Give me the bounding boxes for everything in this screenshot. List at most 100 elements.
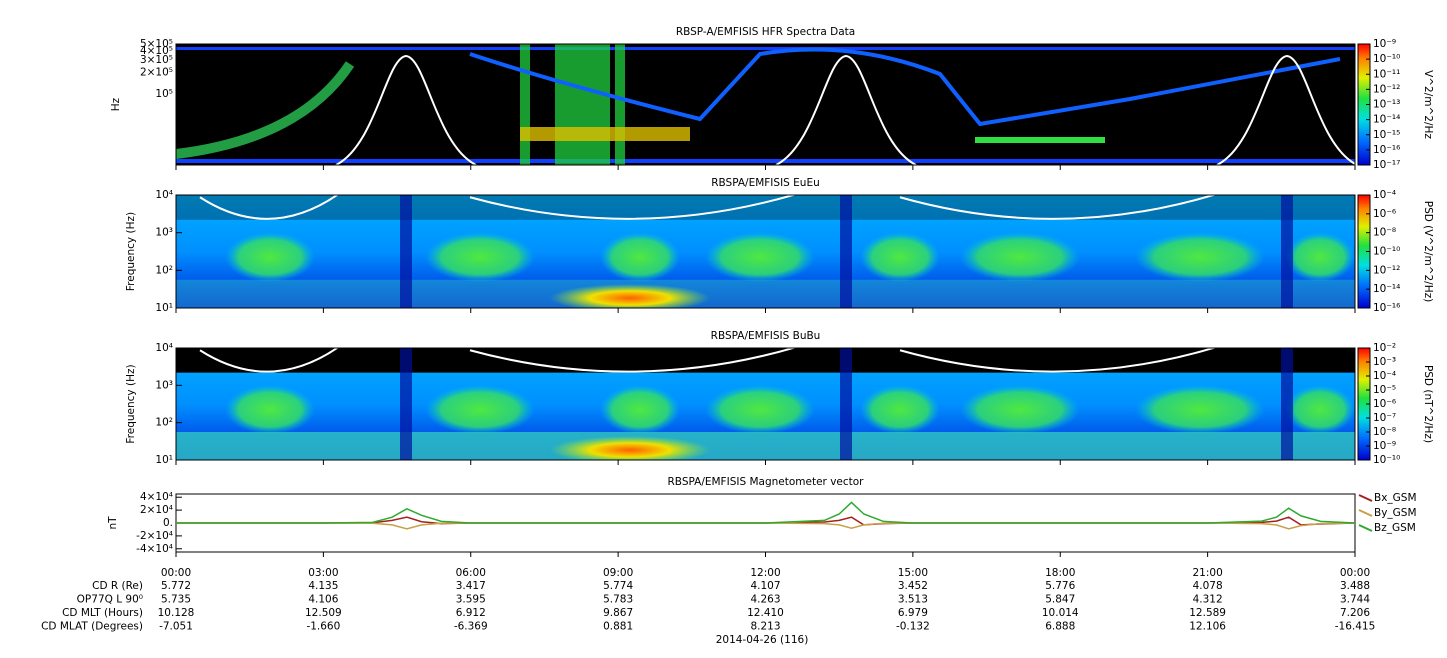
y-tick-label: 10² (155, 417, 173, 429)
colorbar-tick-label: 10⁻¹⁶ (1373, 144, 1400, 156)
ephemeris-value: 3.417 (456, 580, 486, 592)
y-axis-label: Frequency (Hz) (125, 212, 137, 291)
colorbar-tick-label: 10⁻¹⁵ (1373, 129, 1400, 141)
spectrogram-blob (600, 384, 680, 435)
spectrogram-blob (1285, 232, 1355, 283)
cyclotron-curve (469, 195, 797, 220)
ephemeris-value: 6.912 (456, 607, 486, 619)
legend-label: Bz_GSM (1374, 522, 1416, 534)
x-tick-label: 03:00 (308, 567, 338, 579)
y-tick-label: 2×10⁵ (140, 66, 173, 78)
data-line (176, 516, 1356, 526)
data-line (176, 501, 1356, 524)
panel-title: RBSPA/EMFISIS BuBu (711, 330, 821, 342)
colorbar-tick-label: 10⁻¹⁷ (1373, 159, 1400, 171)
panel-title: RBSPA/EMFISIS Magnetometer vector (668, 476, 865, 488)
ephemeris-value: -1.660 (306, 621, 340, 633)
colorbar-tick-label: 10⁻⁴ (1373, 189, 1396, 201)
spectrogram-ridge (176, 61, 355, 159)
y-axis-label: Frequency (Hz) (125, 364, 137, 443)
cyclotron-curve (899, 195, 1217, 220)
y-tick-label: 10¹ (155, 302, 173, 314)
spectrogram-blob (550, 436, 710, 460)
cyclotron-curve (199, 348, 339, 373)
ephemeris-value: 0.881 (603, 621, 633, 633)
spectrogram-blob (425, 232, 535, 283)
legend-swatch (1358, 509, 1373, 517)
colorbar-label: V^2/m^2/Hz (1422, 70, 1434, 139)
colorbar-tick-label: 10⁻¹² (1373, 83, 1400, 95)
spectrogram-blob (705, 384, 815, 435)
y-tick-label: -4×10⁴ (136, 543, 173, 555)
data-line (176, 522, 1356, 530)
colorbar-tick-label: 10⁻¹⁴ (1373, 114, 1400, 126)
spectrogram-blob (705, 232, 815, 283)
colorbar-tick-label: 10⁻⁶ (1373, 398, 1396, 410)
y-axis-label: nT (107, 516, 119, 530)
ephemeris-value: 9.867 (603, 607, 633, 619)
ephemeris-value: -6.369 (454, 621, 488, 633)
spectrogram-stripe (1281, 195, 1293, 308)
ephemeris-value: -0.132 (896, 621, 930, 633)
y-tick-label: 4×10⁵ (140, 45, 173, 57)
colorbar-label: PSD (V^2/m^2/Hz) (1422, 201, 1434, 302)
spectrogram-image (176, 44, 1355, 165)
x-tick-label: 15:00 (898, 567, 928, 579)
ephemeris-label: OP77Q L 90⁰ (77, 594, 143, 606)
spectrogram-blob (1135, 232, 1265, 283)
ephemeris-value: 5.776 (1045, 580, 1075, 592)
legend-swatch (1358, 524, 1373, 532)
y-tick-label: 10⁴ (155, 342, 173, 354)
colorbar-tick-label: 10⁻¹² (1373, 264, 1400, 276)
spectrogram-stripe (400, 348, 412, 460)
ephemeris-value: 4.312 (1193, 594, 1223, 606)
ephemeris-value: 7.206 (1340, 607, 1370, 619)
ephemeris-value: 6.979 (898, 607, 928, 619)
colorbar-tick-label: 10⁻¹⁴ (1373, 283, 1400, 295)
panel-title: RBSP-A/EMFISIS HFR Spectra Data (676, 26, 855, 38)
spectrogram-blob (600, 232, 680, 283)
spectrogram-band (176, 159, 1355, 163)
spectrogram-blob (225, 232, 315, 283)
colorbar-tick-label: 10⁻¹³ (1373, 99, 1400, 111)
spectrogram-band (176, 432, 1355, 460)
x-tick-label: 09:00 (603, 567, 633, 579)
colorbar-tick-label: 10⁻² (1373, 342, 1396, 354)
spectrogram-band (176, 47, 1355, 50)
spectrogram-background (176, 195, 1355, 220)
x-tick-label: 21:00 (1192, 567, 1222, 579)
y-axis-label: Hz (110, 97, 122, 111)
spectrogram-blob (1285, 384, 1355, 435)
ephemeris-value: 12.106 (1189, 621, 1226, 633)
panel-title: RBSPA/EMFISIS EuEu (711, 177, 820, 189)
ephemeris-value: 4.263 (750, 594, 780, 606)
y-tick-label: 10⁵ (155, 88, 173, 100)
spectrogram-stripe (400, 195, 412, 308)
colorbar-tick-label: 10⁻⁹ (1373, 38, 1396, 50)
spectrogram-stripe (840, 348, 852, 460)
x-tick-label: 18:00 (1045, 567, 1075, 579)
ephemeris-value: 10.014 (1042, 607, 1079, 619)
spectrogram-band (975, 137, 1105, 143)
y-tick-label: 3×10⁵ (140, 54, 173, 66)
spectrogram-blob (425, 384, 535, 435)
spectrogram-blob (225, 384, 315, 435)
ephemeris-value: 12.509 (305, 607, 342, 619)
cyclotron-curve (1216, 54, 1355, 165)
colorbar-tick-label: 10⁻¹⁰ (1373, 454, 1400, 466)
ephemeris-value: 3.452 (898, 580, 928, 592)
spectrogram-blob (550, 284, 710, 308)
ephemeris-value: 3.488 (1340, 580, 1370, 592)
spectrogram-stripe (555, 44, 610, 165)
ephemeris-value: 8.213 (750, 621, 780, 633)
colorbar-tick-label: 10⁻⁴ (1373, 370, 1396, 382)
legend-label: Bx_GSM (1374, 492, 1417, 504)
ephemeris-value: 4.107 (750, 580, 780, 592)
legend-swatch (1358, 494, 1373, 502)
spectrogram-blob (1135, 384, 1265, 435)
ephemeris-value: 5.783 (603, 594, 633, 606)
y-tick-label: 5×10⁵ (140, 38, 173, 50)
spectrogram-blob (960, 232, 1080, 283)
ephemeris-value: 5.735 (161, 594, 191, 606)
